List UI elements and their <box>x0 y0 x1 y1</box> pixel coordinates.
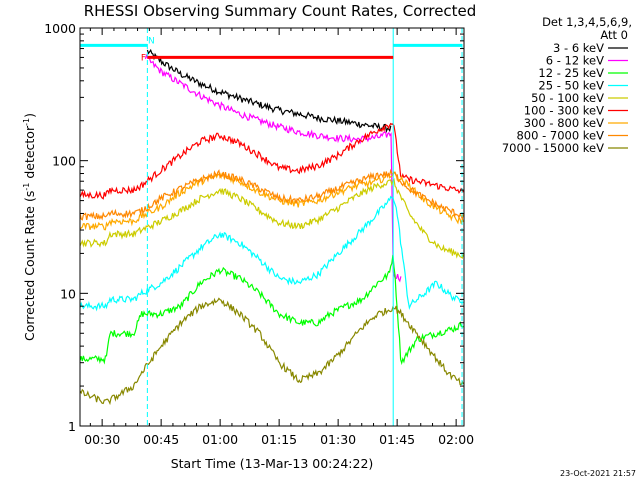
legend-label-5: 100 - 300 keV <box>524 104 604 118</box>
series-line-4 <box>79 178 464 259</box>
x-tick-label-0: 00:30 <box>84 432 120 447</box>
x-tick-label-1: 00:45 <box>143 432 179 447</box>
chart-title: RHESSI Observing Summary Count Rates, Co… <box>84 2 477 20</box>
marker-layer: FN <box>80 28 463 426</box>
series-line-1 <box>144 53 402 283</box>
legend-label-0: 3 - 6 keV <box>553 41 604 55</box>
legend-label-7: 800 - 7000 keV <box>516 129 604 143</box>
legend-header-line2: Att 0 <box>600 28 628 42</box>
y-tick-label-0: 1 <box>68 419 76 434</box>
y-axis-label-sup1: -1 <box>22 183 31 191</box>
y-axis-label-main: Corrected Count Rate (s <box>22 191 37 341</box>
legend-header-line1: Det 1,3,4,5,6,9, <box>542 15 632 29</box>
footer-timestamp: 23-Oct-2021 21:57 <box>560 469 636 478</box>
y-tick-label-2: 100 <box>52 154 76 169</box>
series-line-0 <box>146 48 392 134</box>
legend-label-2: 12 - 25 keV <box>538 66 604 80</box>
flag-label-0: F <box>141 53 146 63</box>
x-tick-label-3: 01:15 <box>261 432 297 447</box>
series-line-2 <box>79 254 464 366</box>
y-axis-label-sup2: -1 <box>22 118 31 126</box>
x-tick-label-2: 01:00 <box>202 432 238 447</box>
series-line-5 <box>79 122 464 200</box>
x-tick-label-6: 02:00 <box>438 432 474 447</box>
legend-label-3: 25 - 50 keV <box>538 79 604 93</box>
legend-label-8: 7000 - 15000 keV <box>502 141 604 155</box>
series-layer <box>79 48 464 406</box>
axis-layer: 00:30 00:45 01:00 01:15 01:30 01:45 02:00 1 10 10… <box>44 21 474 447</box>
legend-label-1: 6 - 12 keV <box>546 54 604 68</box>
y-axis-label-mid: detector <box>22 125 37 183</box>
plot-frame <box>79 27 465 427</box>
y-tick-label-1: 10 <box>60 286 76 301</box>
series-line-6 <box>79 171 464 231</box>
x-tick-label-5: 01:45 <box>379 432 415 447</box>
x-axis-label: Start Time (13-Mar-13 00:24:22) <box>171 456 374 471</box>
series-line-8 <box>79 297 464 406</box>
x-tick-label-4: 01:30 <box>320 432 356 447</box>
legend-label-6: 300 - 800 keV <box>524 116 604 130</box>
series-line-7 <box>79 168 464 221</box>
y-tick-label-3: 1000 <box>44 21 76 36</box>
series-line-3 <box>79 195 464 312</box>
legend-label-4: 50 - 100 keV <box>531 91 604 105</box>
flag-label-1: N <box>148 36 155 46</box>
y-axis-label-end: ) <box>22 113 37 118</box>
y-axis-label: Corrected Count Rate (s-1 detector-1) <box>22 113 37 341</box>
